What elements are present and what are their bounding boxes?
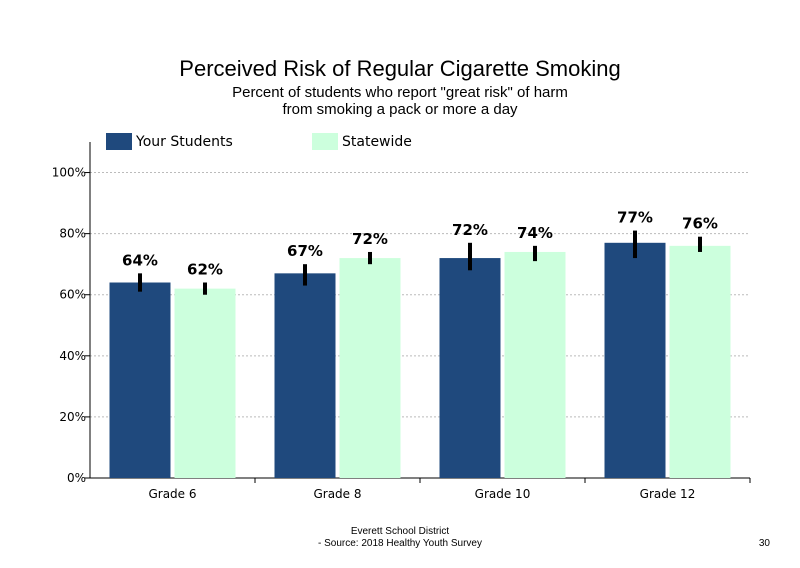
footer-source: - Source: 2018 Healthy Youth Survey bbox=[318, 538, 482, 549]
chart-subtitle: Percent of students who report "great ri… bbox=[0, 84, 800, 118]
x-tick-label: Grade 6 bbox=[148, 487, 196, 501]
data-label: 67% bbox=[287, 242, 323, 260]
legend-label-statewide: Statewide bbox=[342, 134, 412, 150]
x-tick-label: Grade 10 bbox=[475, 487, 531, 501]
y-tick-label: 0% bbox=[67, 471, 86, 485]
data-label: 72% bbox=[452, 221, 488, 239]
y-tick-label: 100% bbox=[52, 166, 86, 180]
y-tick-label: 20% bbox=[59, 410, 86, 424]
x-tick-label: Grade 12 bbox=[640, 487, 696, 501]
bar bbox=[174, 288, 236, 478]
bar bbox=[339, 258, 401, 478]
bar bbox=[274, 273, 336, 478]
data-label: 72% bbox=[352, 230, 388, 248]
bar bbox=[109, 282, 171, 478]
data-label: 62% bbox=[187, 261, 223, 279]
y-tick-label: 40% bbox=[59, 349, 86, 363]
footer-district: Everett School District bbox=[350, 526, 450, 537]
x-tick-label: Grade 8 bbox=[313, 487, 361, 501]
subtitle-line-1: Percent of students who report "great ri… bbox=[232, 84, 568, 101]
data-label: 74% bbox=[517, 224, 553, 242]
data-label: 64% bbox=[122, 251, 158, 269]
bar bbox=[439, 258, 501, 478]
bar bbox=[669, 245, 731, 478]
data-label: 76% bbox=[682, 215, 718, 233]
subtitle-line-2: from smoking a pack or more a day bbox=[282, 101, 518, 118]
legend-swatch-statewide bbox=[312, 133, 338, 150]
y-tick-label: 80% bbox=[59, 227, 86, 241]
bar bbox=[504, 251, 566, 478]
y-tick-label: 60% bbox=[59, 288, 86, 302]
bar bbox=[604, 242, 666, 478]
chart-title: Perceived Risk of Regular Cigarette Smok… bbox=[179, 56, 621, 81]
data-label: 77% bbox=[617, 209, 653, 227]
footer: Everett School District - Source: 2018 H… bbox=[0, 526, 800, 550]
legend-swatch-your-students bbox=[106, 133, 132, 150]
page-number: 30 bbox=[758, 538, 770, 549]
legend-label-your-students: Your Students bbox=[136, 134, 233, 150]
